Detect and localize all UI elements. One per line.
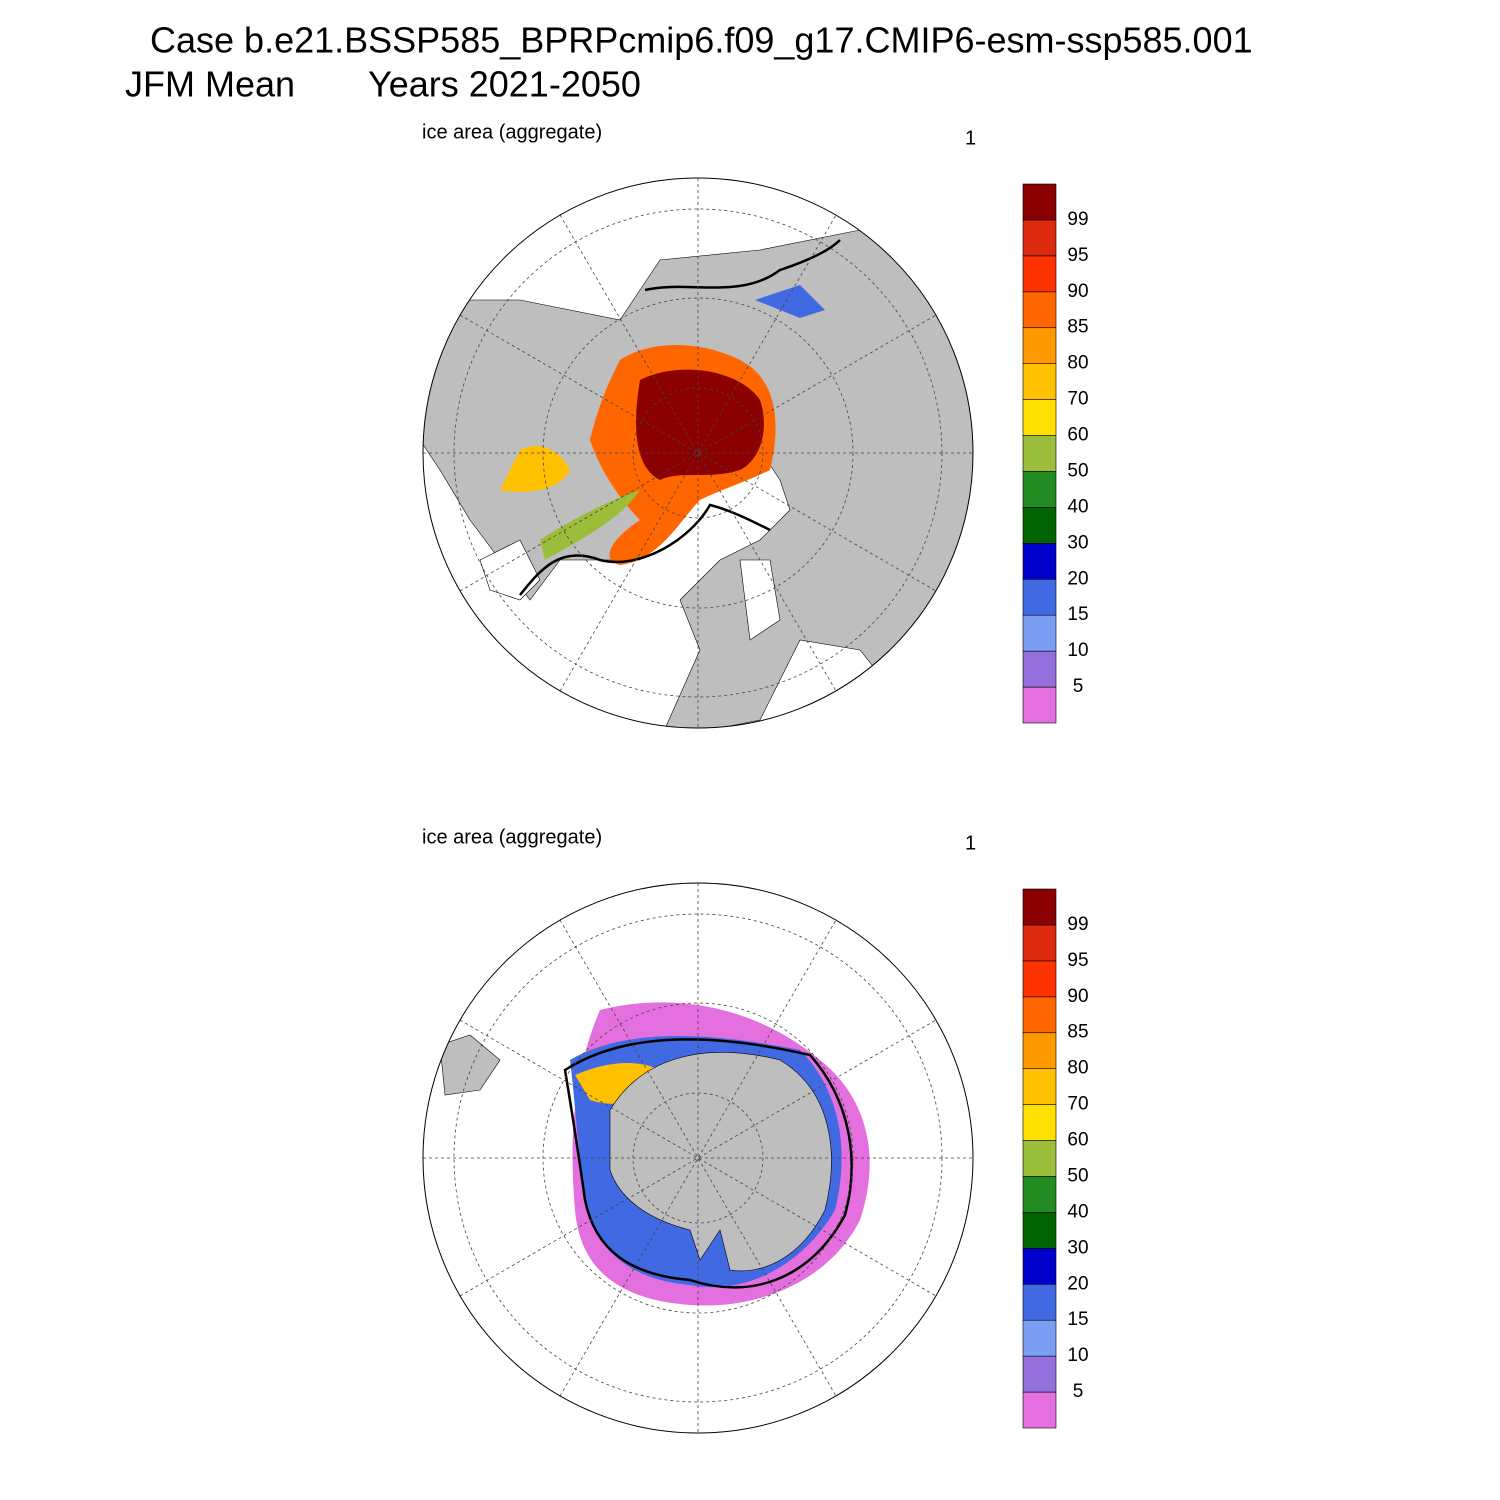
title-years: Years 2021-2050 bbox=[368, 64, 641, 105]
colorbar-box bbox=[1022, 1283, 1057, 1321]
north-map bbox=[423, 178, 973, 728]
colorbar-box bbox=[1022, 1212, 1057, 1249]
colorbar-label: 80 bbox=[1067, 353, 1088, 374]
colorbar-box bbox=[1022, 291, 1057, 329]
colorbar-label: 99 bbox=[1067, 914, 1088, 935]
colorbar-box bbox=[1022, 471, 1057, 508]
colorbar-box bbox=[1022, 996, 1057, 1034]
colorbar-label: 90 bbox=[1067, 281, 1088, 302]
panel-label: 1 bbox=[965, 127, 976, 149]
panel-label: 1 bbox=[965, 832, 976, 854]
colorbar-box bbox=[1022, 614, 1057, 652]
colorbar-label: 5 bbox=[1073, 676, 1084, 697]
colorbar-label: 99 bbox=[1067, 209, 1088, 230]
colorbar-box bbox=[1022, 327, 1057, 364]
colorbar-label: 10 bbox=[1067, 1345, 1088, 1366]
colorbar-box bbox=[1022, 650, 1057, 688]
colorbar-box bbox=[1022, 543, 1057, 580]
colorbar-label: 20 bbox=[1067, 1273, 1088, 1294]
colorbar-label: 70 bbox=[1067, 389, 1088, 410]
colorbar-label: 10 bbox=[1067, 640, 1088, 661]
colorbar-label: 30 bbox=[1067, 1237, 1088, 1258]
colorbar-box bbox=[1022, 255, 1057, 293]
colorbar-label: 70 bbox=[1067, 1094, 1088, 1115]
colorbar-box bbox=[1022, 924, 1057, 962]
colorbar-label: 85 bbox=[1067, 1022, 1088, 1043]
colorbar-box bbox=[1022, 1032, 1057, 1069]
colorbar-box bbox=[1022, 1176, 1057, 1213]
colorbar-label: 5 bbox=[1073, 1381, 1084, 1402]
colorbar-box bbox=[1022, 183, 1057, 221]
colorbar-box bbox=[1022, 363, 1057, 400]
colorbar-label: 95 bbox=[1067, 950, 1088, 971]
colorbar-label: 40 bbox=[1067, 1201, 1088, 1222]
colorbar-box bbox=[1022, 219, 1057, 257]
colorbar-label: 15 bbox=[1067, 604, 1088, 625]
title-line: JFM Mean bbox=[125, 64, 295, 105]
colorbar-label: 30 bbox=[1067, 532, 1088, 553]
title-line: Case b.e21.BSSP585_BPRPcmip6.f09_g17.CMI… bbox=[150, 20, 1253, 61]
colorbar-label: 50 bbox=[1067, 460, 1088, 481]
colorbar-label: 60 bbox=[1067, 1130, 1088, 1151]
colorbar-box bbox=[1022, 1319, 1057, 1357]
colorbar-label: 50 bbox=[1067, 1165, 1088, 1186]
panel-title: ice area (aggregate) bbox=[422, 121, 602, 143]
colorbar-box bbox=[1022, 1391, 1057, 1429]
colorbar-box bbox=[1022, 1248, 1057, 1285]
colorbar-label: 90 bbox=[1067, 986, 1088, 1007]
colorbar-label: 15 bbox=[1067, 1309, 1088, 1330]
colorbar-label: 80 bbox=[1067, 1058, 1088, 1079]
colorbar-label: 95 bbox=[1067, 245, 1088, 266]
panel-title: ice area (aggregate) bbox=[422, 826, 602, 848]
colorbar-label: 60 bbox=[1067, 425, 1088, 446]
colorbar-box bbox=[1022, 686, 1057, 724]
colorbar-box bbox=[1022, 399, 1057, 436]
colorbar-box bbox=[1022, 1140, 1057, 1177]
colorbar-label: 40 bbox=[1067, 496, 1088, 517]
colorbar-box bbox=[1022, 960, 1057, 998]
south-map bbox=[423, 883, 973, 1433]
colorbar-box bbox=[1022, 435, 1057, 472]
colorbar-box bbox=[1022, 507, 1057, 544]
colorbar-box bbox=[1022, 1068, 1057, 1105]
colorbar-box bbox=[1022, 1104, 1057, 1141]
colorbar-box bbox=[1022, 888, 1057, 926]
colorbar-label: 20 bbox=[1067, 568, 1088, 589]
colorbar-box bbox=[1022, 1355, 1057, 1393]
colorbar-box bbox=[1022, 578, 1057, 616]
colorbar-label: 85 bbox=[1067, 317, 1088, 338]
